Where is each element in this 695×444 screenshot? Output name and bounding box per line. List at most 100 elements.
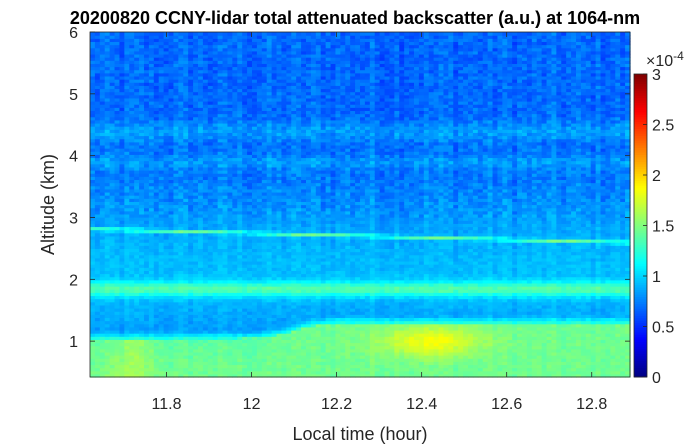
heatmap-cell <box>153 35 160 39</box>
heatmap-cell <box>99 116 106 121</box>
heatmap-cell <box>237 53 243 58</box>
heatmap-cell <box>276 129 283 133</box>
heatmap-cell <box>256 188 263 193</box>
heatmap-cell <box>242 289 248 293</box>
heatmap-cell <box>198 41 204 46</box>
heatmap-cell <box>306 245 312 250</box>
heatmap-cell <box>222 129 229 133</box>
heatmap-cell <box>281 289 287 293</box>
heatmap-cell <box>202 151 209 155</box>
heatmap-cell <box>183 282 189 287</box>
heatmap-cell <box>168 348 175 353</box>
heatmap-cell <box>207 348 214 353</box>
heatmap-cell <box>306 141 312 146</box>
heatmap-cell <box>114 373 121 378</box>
heatmap-cell <box>281 355 287 359</box>
heatmap-cell <box>188 370 194 375</box>
heatmap-cell <box>217 339 224 344</box>
heatmap-cell <box>212 157 219 162</box>
heatmap-cell <box>261 191 268 196</box>
heatmap-cell <box>119 166 125 171</box>
heatmap-cell <box>212 286 219 290</box>
heatmap-cell <box>94 66 101 71</box>
heatmap-cell <box>144 148 150 152</box>
heatmap-cell <box>301 345 307 350</box>
heatmap-cell <box>193 242 199 246</box>
heatmap-cell <box>188 160 194 165</box>
heatmap-cell <box>296 204 302 209</box>
heatmap-cell <box>153 242 160 246</box>
heatmap-cell <box>217 373 224 378</box>
heatmap-cell <box>90 129 96 133</box>
heatmap-cell <box>104 138 111 143</box>
heatmap-cell <box>153 339 160 344</box>
heatmap-cell <box>281 229 287 234</box>
heatmap-cell <box>173 364 179 369</box>
heatmap-cell <box>291 333 297 337</box>
heatmap-cell <box>227 166 233 171</box>
heatmap-cell <box>104 50 111 55</box>
heatmap-cell <box>114 32 121 36</box>
heatmap-cell <box>247 323 253 328</box>
heatmap-cell <box>232 276 238 281</box>
heatmap-cell <box>198 141 204 146</box>
heatmap-cell <box>286 166 292 171</box>
heatmap-cell <box>198 148 204 152</box>
heatmap-cell <box>286 339 292 344</box>
heatmap-cell <box>144 170 150 174</box>
heatmap-cell <box>227 151 233 155</box>
heatmap-cell <box>227 122 233 127</box>
heatmap-cell <box>119 53 125 58</box>
heatmap-cell <box>202 257 209 262</box>
heatmap-cell <box>94 113 101 118</box>
heatmap-cell <box>291 85 297 90</box>
heatmap-cell <box>183 364 189 369</box>
heatmap-cell <box>202 329 209 334</box>
heatmap-cell <box>114 88 121 93</box>
heatmap-cell <box>153 113 160 118</box>
heatmap-cell <box>90 69 96 74</box>
heatmap-cell <box>227 301 233 306</box>
heatmap-cell <box>124 201 130 206</box>
heatmap-cell <box>301 201 307 206</box>
heatmap-cell <box>286 229 292 234</box>
heatmap-cell <box>99 289 106 293</box>
heatmap-cell <box>286 107 292 112</box>
heatmap-cell <box>114 47 121 52</box>
heatmap-cell <box>158 50 165 55</box>
heatmap-cell <box>158 195 165 199</box>
heatmap-cell <box>252 104 258 108</box>
heatmap-cell <box>207 160 214 165</box>
heatmap-cell <box>247 304 253 309</box>
heatmap-cell <box>247 82 253 86</box>
heatmap-cell <box>296 295 302 300</box>
heatmap-cell <box>153 157 160 162</box>
heatmap-cell <box>286 53 292 58</box>
heatmap-cell <box>148 361 155 366</box>
heatmap-cell <box>158 320 165 325</box>
heatmap-cell <box>193 176 199 181</box>
heatmap-cell <box>310 270 317 275</box>
heatmap-cell <box>104 35 111 39</box>
heatmap-cell <box>188 41 194 46</box>
heatmap-cell <box>178 82 184 86</box>
heatmap-cell <box>134 273 140 278</box>
heatmap-cell <box>276 38 283 43</box>
heatmap-cell <box>139 267 145 271</box>
heatmap-cell <box>202 185 209 190</box>
heatmap-cell <box>202 60 209 64</box>
heatmap-cell <box>198 191 204 196</box>
heatmap-cell <box>124 260 130 265</box>
heatmap-cell <box>242 204 248 209</box>
heatmap-cell <box>188 348 194 353</box>
heatmap-cell <box>193 220 199 224</box>
heatmap-cell <box>291 79 297 83</box>
heatmap-cell <box>306 217 312 221</box>
heatmap-cell <box>291 44 297 49</box>
heatmap-cell <box>153 57 160 61</box>
heatmap-cell <box>168 210 175 215</box>
heatmap-cell <box>99 82 106 86</box>
heatmap-cell <box>301 235 307 240</box>
heatmap-cell <box>119 126 125 130</box>
heatmap-cell <box>281 282 287 287</box>
